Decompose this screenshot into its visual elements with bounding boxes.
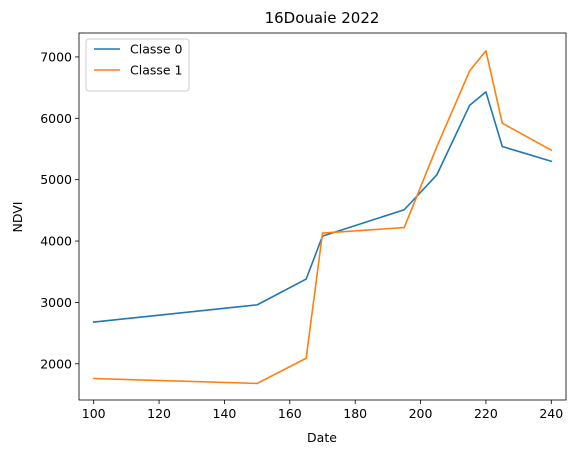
series-line-classe-1 <box>92 49 553 385</box>
y-tick-label: 4000 <box>40 234 72 249</box>
y-axis: 2000 3000 4000 5000 6000 7000 <box>40 49 79 371</box>
x-tick-label: 240 <box>539 406 563 421</box>
x-tick-label: 160 <box>278 406 302 421</box>
y-tick-label: 5000 <box>40 172 72 187</box>
x-tick-label: 140 <box>213 406 237 421</box>
y-tick-label: 6000 <box>40 111 72 126</box>
series-line-classe-0 <box>92 91 553 323</box>
x-tick-label: 100 <box>82 406 106 421</box>
legend: Classe 0 Classe 1 <box>85 38 190 92</box>
x-axis: 100 120 140 160 180 200 220 240 <box>82 400 563 421</box>
y-tick-label: 7000 <box>40 49 72 64</box>
plot-frame <box>78 32 567 401</box>
legend-entry: Classe 0 <box>130 42 183 57</box>
x-tick-label: 120 <box>147 406 171 421</box>
chart-title: 16Douaie 2022 <box>265 9 380 27</box>
x-tick-label: 220 <box>474 406 498 421</box>
x-tick-label: 200 <box>409 406 433 421</box>
y-tick-label: 3000 <box>40 295 72 310</box>
x-axis-label: Date <box>307 430 337 445</box>
legend-entry: Classe 1 <box>130 63 183 78</box>
series-layer <box>92 49 553 385</box>
y-axis-label: NDVI <box>10 202 25 233</box>
legend-box <box>85 38 190 92</box>
y-tick-label: 2000 <box>40 356 72 371</box>
x-tick-label: 180 <box>343 406 367 421</box>
